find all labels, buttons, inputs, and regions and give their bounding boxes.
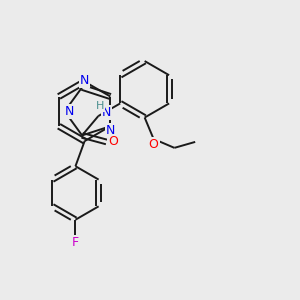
Text: O: O: [108, 135, 118, 148]
Text: F: F: [72, 236, 79, 248]
Text: N: N: [102, 106, 111, 119]
Text: N: N: [80, 74, 89, 87]
Text: H: H: [96, 101, 104, 111]
Text: O: O: [148, 138, 158, 152]
Text: N: N: [64, 105, 74, 118]
Text: N: N: [106, 124, 115, 137]
